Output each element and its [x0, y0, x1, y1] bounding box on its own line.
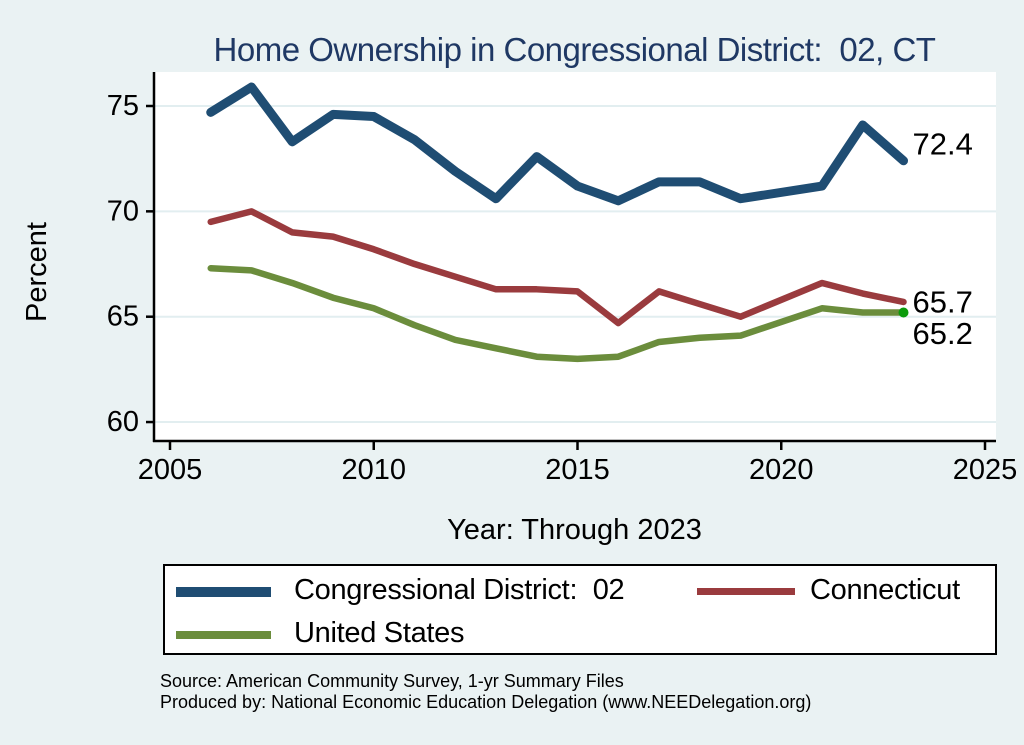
- legend-swatch-united-states: [176, 631, 271, 639]
- y-tick-label-60: 60: [107, 406, 139, 438]
- legend: Congressional District: 02 Connecticut U…: [163, 564, 997, 655]
- data-label-65.7: 65.7: [913, 284, 973, 319]
- legend-label-congressional-district: Congressional District: 02: [294, 574, 625, 606]
- y-tick-label-75: 75: [107, 90, 139, 122]
- x-tick-label-2010: 2010: [341, 454, 406, 486]
- series-line-0: [206, 82, 908, 206]
- source-line: Source: American Community Survey, 1-yr …: [160, 671, 624, 691]
- y-tick-label-65: 65: [107, 301, 139, 333]
- x-tick-label-2020: 2020: [749, 454, 814, 486]
- legend-label-connecticut: Connecticut: [810, 574, 960, 606]
- series-line-2: [207, 264, 907, 363]
- series-end-marker: [898, 307, 909, 318]
- chart-title: Home Ownership in Congressional District…: [213, 31, 936, 68]
- data-label-65.2: 65.2: [913, 316, 973, 351]
- x-tick-label-2025: 2025: [953, 454, 1018, 486]
- legend-swatch-connecticut: [697, 588, 795, 595]
- data-label-72.4: 72.4: [913, 126, 973, 161]
- source-note: Source: American Community Survey, 1-yr …: [160, 671, 1000, 713]
- y-tick-label-70: 70: [107, 195, 139, 227]
- legend-label-united-states: United States: [294, 617, 465, 649]
- x-axis-title: Year: Through 2023: [447, 514, 702, 546]
- x-tick-label-2005: 2005: [138, 454, 203, 486]
- produced-by-line: Produced by: National Economic Education…: [160, 692, 812, 712]
- series-line-1: [207, 208, 907, 327]
- x-tick-label-2015: 2015: [545, 454, 610, 486]
- legend-swatch-congressional-district: [176, 587, 271, 597]
- y-axis-title: Percent: [21, 222, 53, 322]
